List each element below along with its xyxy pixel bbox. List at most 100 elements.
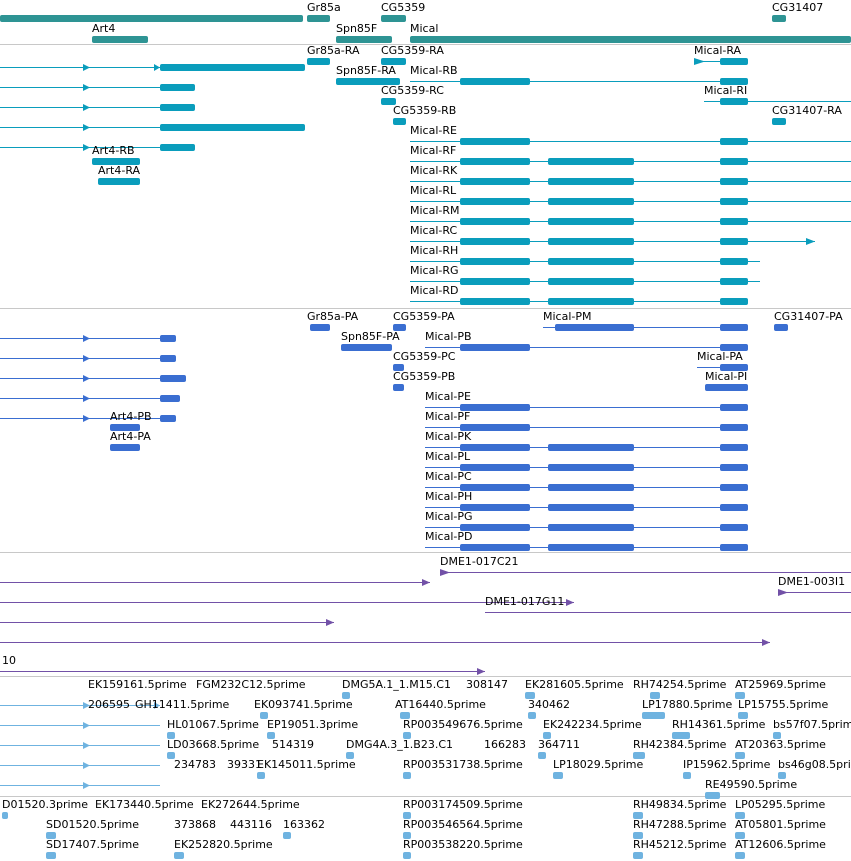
cdna-feature[interactable]: 373868: [0, 818, 851, 842]
feature-label[interactable]: Art4-RA: [98, 164, 141, 177]
feature-label[interactable]: RP003174509.5prime: [403, 798, 523, 811]
cdna-feature[interactable]: EK242234.5prime: [0, 718, 851, 742]
cdna-feature[interactable]: DMG5A.1_1.M15.C1: [0, 678, 851, 702]
feature-label[interactable]: RP003538220.5prime: [403, 838, 523, 851]
cdna-feature[interactable]: LD03668.5prime: [0, 738, 851, 762]
feature-label[interactable]: RH14361.5prime: [672, 718, 766, 731]
feature-label[interactable]: CG5359-PA: [393, 310, 455, 323]
refseq-feature[interactable]: Mical-PA: [0, 350, 851, 374]
feature-label[interactable]: IP15962.5prime: [683, 758, 771, 771]
flybase-feature[interactable]: Mical-RG: [0, 264, 851, 288]
flybase-feature[interactable]: Spn85F-RA: [0, 64, 851, 88]
cdna-feature[interactable]: RP003549676.5prime: [0, 718, 851, 742]
flybase-feature[interactable]: [0, 50, 851, 74]
feature-label[interactable]: AT16440.5prime: [395, 698, 486, 711]
refseq-feature[interactable]: Mical-PG: [0, 510, 851, 534]
feature-label[interactable]: LP15755.5prime: [738, 698, 829, 711]
feature-label[interactable]: Mical-RM: [410, 204, 460, 217]
flybase-feature[interactable]: Mical-RB: [0, 64, 851, 88]
feature-label[interactable]: RH74254.5prime: [633, 678, 727, 691]
feature-label[interactable]: AT25969.5prime: [735, 678, 826, 691]
flybase-feature[interactable]: CG5359-RB: [0, 104, 851, 128]
cdna-feature[interactable]: RH14361.5prime: [0, 718, 851, 742]
ests-feature[interactable]: DME1-017C21: [0, 555, 851, 579]
feature-label[interactable]: LD03668.5prime: [167, 738, 260, 751]
feature-label[interactable]: EK272644.5prime: [201, 798, 300, 811]
cdna-feature[interactable]: EP19051.3prime: [0, 718, 851, 742]
ests-feature[interactable]: [0, 625, 851, 649]
feature-label[interactable]: Mical-RB: [410, 64, 458, 77]
feature-label[interactable]: LP05295.5prime: [735, 798, 826, 811]
cdna-feature[interactable]: [0, 728, 851, 752]
cdna-feature[interactable]: EK281605.5prime: [0, 678, 851, 702]
refseq-feature[interactable]: Mical-PB: [0, 330, 851, 354]
feature-label[interactable]: Spn85F-PA: [341, 330, 400, 343]
feature-label[interactable]: EK173440.5prime: [95, 798, 194, 811]
feature-label[interactable]: SD01520.5prime: [46, 818, 139, 831]
feature-label[interactable]: DME1-017G11: [485, 595, 565, 608]
cdna-feature[interactable]: HL01067.5prime: [0, 718, 851, 742]
refseq-feature[interactable]: CG31407-PA: [0, 310, 851, 334]
refseq-feature[interactable]: [0, 341, 851, 365]
cdna-feature[interactable]: RP003531738.5prime: [0, 758, 851, 782]
feature-label[interactable]: bs57f07.5prime: [773, 718, 851, 731]
feature-label[interactable]: Mical-RC: [410, 224, 458, 237]
cdna-feature[interactable]: 234783: [0, 758, 851, 782]
flybase-feature[interactable]: Mical-RM: [0, 204, 851, 228]
feature-label[interactable]: RH42384.5prime: [633, 738, 727, 751]
feature-label[interactable]: SD17407.5prime: [46, 838, 139, 851]
refseq-feature[interactable]: CG5359-PA: [0, 310, 851, 334]
feature-label[interactable]: 308147: [466, 678, 508, 691]
feature-label[interactable]: 340462: [528, 698, 570, 711]
feature-label[interactable]: Gr85a-PA: [307, 310, 359, 323]
refseq-feature[interactable]: Gr85a-PA: [0, 310, 851, 334]
flybase-feature[interactable]: Mical-RF: [0, 144, 851, 168]
refseq-feature[interactable]: Mical-PH: [0, 490, 851, 514]
feature-label[interactable]: Gr85a: [307, 1, 341, 14]
refseq-feature[interactable]: Mical-PF: [0, 410, 851, 434]
refseq-feature[interactable]: Mical-PK: [0, 430, 851, 454]
refseq-feature[interactable]: CG5359-PB: [0, 370, 851, 394]
ests-feature[interactable]: [0, 585, 851, 609]
cdna-feature[interactable]: EK272644.5prime: [0, 798, 851, 822]
refseq-feature[interactable]: Mical-PM: [0, 310, 851, 334]
refseq-feature[interactable]: [0, 381, 851, 405]
flybase-feature[interactable]: Gr85a-RA: [0, 44, 851, 68]
feature-label[interactable]: Mical-PI: [705, 370, 748, 383]
feature-label[interactable]: 39331: [227, 758, 262, 771]
cdna-feature[interactable]: EK093741.5prime: [0, 698, 851, 722]
feature-label[interactable]: Mical-PL: [425, 450, 471, 463]
feature-label[interactable]: DME1-017C21: [440, 555, 519, 568]
flybase-feature[interactable]: [0, 70, 851, 94]
feature-label[interactable]: 443116: [230, 818, 272, 831]
feature-label[interactable]: GH11411.5prime: [135, 698, 230, 711]
cdna-feature[interactable]: D01520.3prime: [0, 798, 851, 822]
feature-label[interactable]: CG5359-PB: [393, 370, 456, 383]
cdna-feature[interactable]: SD01520.5prime: [0, 818, 851, 842]
flybase-feature[interactable]: Art4-RA: [0, 164, 851, 188]
cdna-feature[interactable]: EK159161.5prime: [0, 678, 851, 702]
feature-label[interactable]: CG5359-RB: [393, 104, 457, 117]
feature-label[interactable]: AT20363.5prime: [735, 738, 826, 751]
feature-label[interactable]: Mical-RL: [410, 184, 457, 197]
flybase-feature[interactable]: [0, 110, 851, 134]
refseq-feature[interactable]: Mical-PE: [0, 390, 851, 414]
cdna-feature[interactable]: EK252820.5prime: [0, 838, 851, 861]
feature-label[interactable]: Mical-PD: [425, 530, 473, 543]
feature-label[interactable]: Mical-RE: [410, 124, 457, 137]
feature-label[interactable]: EP19051.3prime: [267, 718, 359, 731]
feature-label[interactable]: Art4: [92, 22, 116, 35]
feature-label[interactable]: Spn85F: [336, 22, 378, 35]
feature-label[interactable]: Mical-PA: [697, 350, 743, 363]
feature-label[interactable]: CG5359-RA: [381, 44, 444, 57]
feature-label[interactable]: EK252820.5prime: [174, 838, 273, 851]
refseq-feature[interactable]: Spn85F-PA: [0, 330, 851, 354]
cdna-feature[interactable]: RH42384.5prime: [0, 738, 851, 762]
feature-label[interactable]: FGM232C12.5prime: [196, 678, 306, 691]
flybase-feature[interactable]: Mical-RE: [0, 124, 851, 148]
flybase-feature[interactable]: Mical-RC: [0, 224, 851, 248]
feature-label[interactable]: 10: [2, 654, 16, 667]
feature-label[interactable]: 234783: [174, 758, 216, 771]
cdna-feature[interactable]: 340462: [0, 698, 851, 722]
ests-feature[interactable]: [0, 565, 851, 589]
